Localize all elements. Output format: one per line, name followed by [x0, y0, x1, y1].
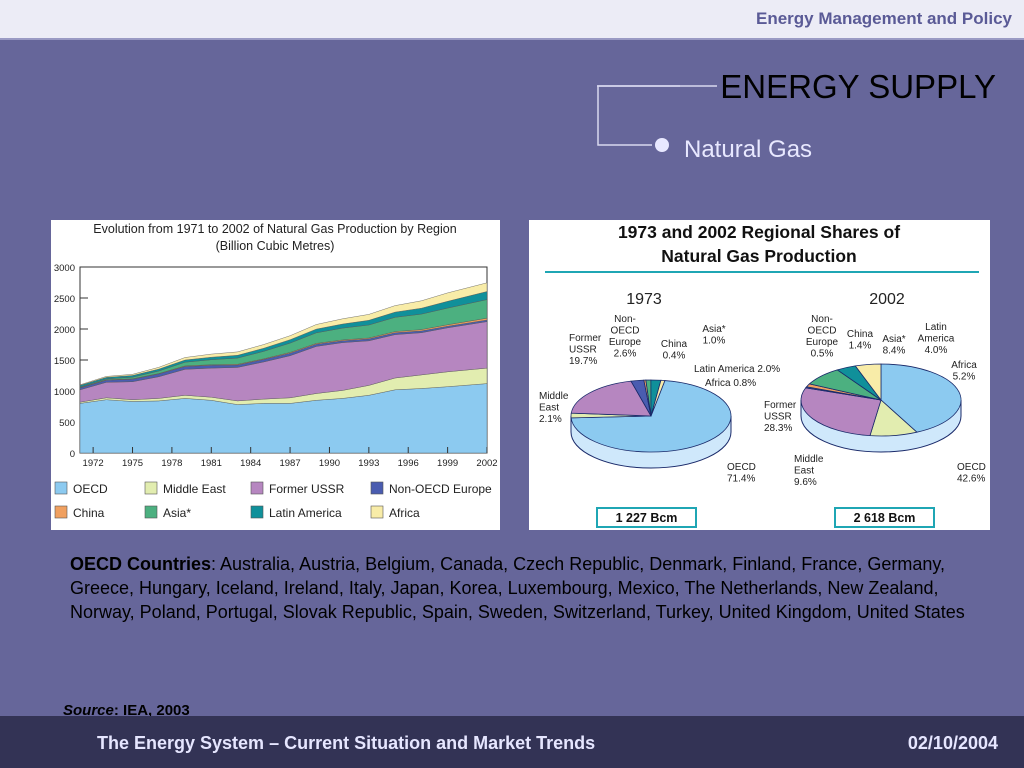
pie-slice-label: Non-OECD Europe 0.5% [806, 314, 839, 360]
legend-label: China [73, 506, 105, 520]
pie-total-label: 1 227 Bcm [616, 511, 678, 525]
x-tick-label: 1996 [398, 458, 419, 469]
oecd-note-list: : Australia, Austria, Belgium, Canada, C… [70, 554, 965, 622]
x-tick-label: 2002 [476, 458, 497, 469]
pie-slice-label: Asia* 8.4% [882, 334, 905, 357]
legend-label: Asia* [163, 506, 191, 520]
pie-slice-label: Africa 0.8% [705, 378, 756, 389]
legend-swatch [144, 481, 158, 495]
pie-slice-label: OECD 71.4% [727, 462, 756, 485]
x-tick-label: 1993 [358, 458, 379, 469]
source-label: Source [63, 702, 114, 719]
pie-slice-label: Africa 5.2% [951, 360, 977, 383]
pie-chart-title-line2: Natural Gas Production [661, 246, 856, 266]
pie-slice-oecd [880, 363, 962, 433]
oecd-countries-note: OECD Countries: Australia, Austria, Belg… [70, 552, 970, 624]
x-tick-label: 1990 [319, 458, 340, 469]
pie-charts: 1973 and 2002 Regional Shares of Natural… [539, 222, 986, 528]
legend-label: Africa [389, 506, 420, 520]
area-chart-subtitle: (Billion Cubic Metres) [216, 239, 335, 253]
y-tick-label: 3000 [54, 263, 75, 274]
title-bracket-decoration [597, 85, 680, 152]
y-tick-label: 2000 [54, 325, 75, 336]
pie-slice-africa [854, 363, 882, 402]
x-tick-label: 1975 [122, 458, 143, 469]
source-text: : IEA, 2003 [113, 702, 190, 719]
area-series-africa [79, 282, 488, 386]
pie-chart-title-line1: 1973 and 2002 Regional Shares of [618, 222, 900, 242]
area-chart-panel: Evolution from 1971 to 2002 of Natural G… [51, 220, 500, 530]
course-title: Energy Management and Policy [755, 9, 1012, 28]
x-tick-label: 1981 [201, 458, 222, 469]
header-bar: Energy Management and Policy [0, 0, 1024, 40]
legend-label: Former USSR [269, 482, 345, 496]
pie-slice-label: Former USSR 19.7% [569, 333, 602, 367]
y-tick-label: 1500 [54, 356, 75, 367]
y-tick-label: 1000 [54, 387, 75, 398]
footer-title: The Energy System – Current Situation an… [97, 733, 596, 753]
pie-slice-label: OECD 42.6% [957, 462, 986, 485]
pie-slice-africa [650, 379, 666, 417]
area-chart: Evolution from 1971 to 2002 of Natural G… [54, 222, 498, 520]
pie-total-box [596, 507, 697, 528]
pie-slice-label: Former USSR 28.3% [764, 400, 797, 434]
legend-swatch [370, 505, 384, 519]
x-tick-label: 1987 [279, 458, 300, 469]
pie-total-box [834, 507, 935, 528]
pie-slice-label: Non-OECD Europe 2.6% [609, 314, 642, 360]
pie-slice-former-ussr [800, 387, 882, 437]
slide-subtitle: Natural Gas [684, 136, 813, 163]
source-note: Source: IEA, 2003 [63, 702, 190, 719]
pie-slice-label: China 1.4% [847, 329, 874, 352]
pie-chart-panel: 1973 and 2002 Regional Shares of Natural… [529, 220, 990, 530]
x-tick-label: 1972 [83, 458, 104, 469]
legend-label: OECD [73, 482, 108, 496]
pie-slice-label: Latin America 4.0% [918, 322, 955, 356]
pie-2002: 2002 OECD 42.6% Middle East 9.6% Former USSR 28.… [764, 291, 986, 528]
x-tick-label: 1984 [240, 458, 261, 469]
legend-swatch [54, 481, 68, 495]
pie-slice-former-ussr [570, 380, 652, 417]
legend-swatch [144, 505, 158, 519]
x-tick-label: 1978 [161, 458, 182, 469]
legend-swatch [250, 505, 264, 519]
pie-slice-label: Middle East 2.1% [539, 391, 569, 425]
pie-year-label: 1973 [626, 291, 662, 308]
bracket-top-line [597, 85, 717, 87]
pie-total-label: 2 618 Bcm [854, 511, 916, 525]
footer-bar: The Energy System – Current Situation an… [0, 716, 1024, 768]
pie-1973: 1973 OECD 71.4% Middle East 2.1%Former USSR 19.… [539, 291, 780, 528]
pie-year-label: 2002 [869, 291, 905, 308]
legend-swatch [250, 481, 264, 495]
pie-slice-label: Middle East 9.6% [794, 454, 824, 488]
y-tick-label: 500 [59, 418, 75, 429]
y-tick-label: 2500 [54, 294, 75, 305]
pie-slice-label: Latin America 2.0% [694, 364, 780, 375]
legend-label: Non-OECD Europe [389, 482, 492, 496]
pie-slice-label: China 0.4% [661, 339, 688, 362]
area-chart-title: Evolution from 1971 to 2002 of Natural G… [93, 222, 456, 236]
legend-swatch [54, 505, 68, 519]
legend-label: Middle East [163, 482, 226, 496]
pie-slice-label: Asia* 1.0% [702, 324, 725, 347]
footer-date: 02/10/2004 [907, 733, 998, 753]
x-tick-label: 1999 [437, 458, 458, 469]
legend-label: Latin America [269, 506, 342, 520]
slide-title: ENERGY SUPPLY [720, 68, 996, 105]
y-tick-label: 0 [70, 449, 75, 460]
legend-swatch [370, 481, 384, 495]
oecd-note-heading: OECD Countries [70, 554, 212, 574]
